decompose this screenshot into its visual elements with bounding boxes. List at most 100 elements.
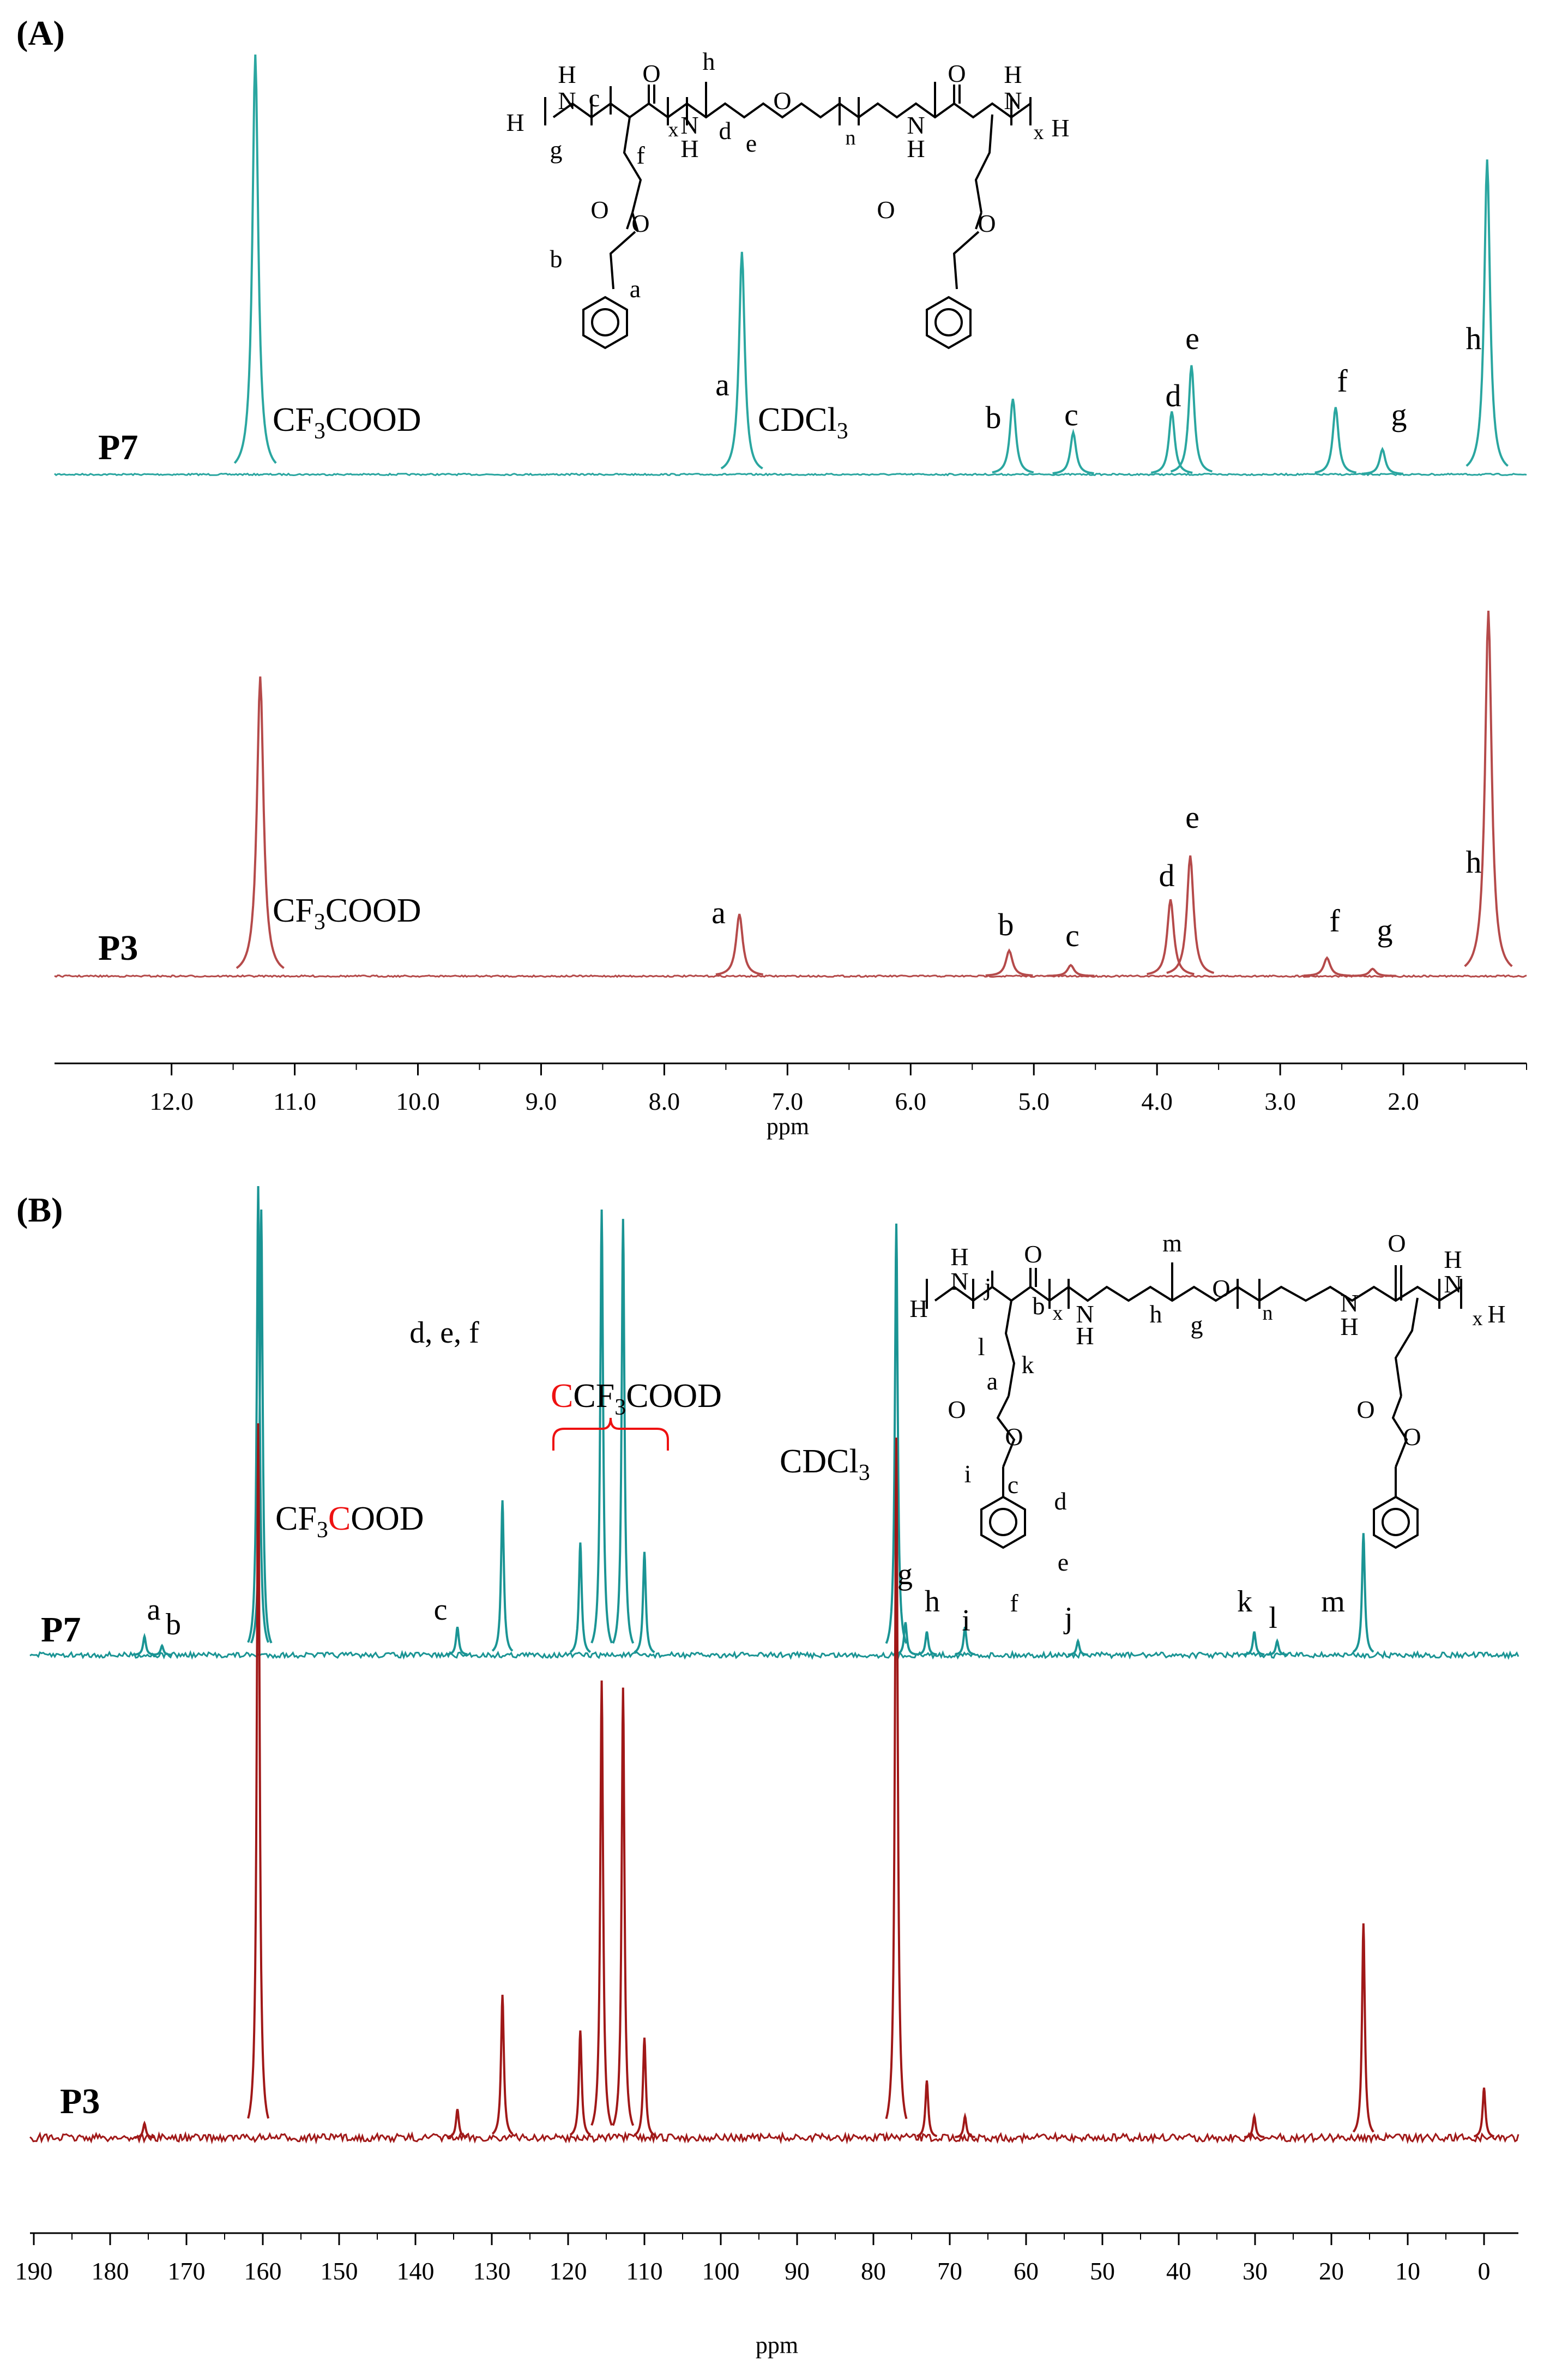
- atom-x-left: x: [668, 118, 679, 141]
- atom-o-ester-right: O: [978, 209, 996, 237]
- atom-h-amide-left-b: H: [1076, 1322, 1094, 1350]
- tick-label: 140: [397, 2257, 435, 2285]
- atom-x-left-b: x: [1053, 1302, 1063, 1325]
- atom-n-left: N: [558, 87, 576, 115]
- tick-label: 11.0: [273, 1087, 316, 1115]
- atom-n-right-b: N: [1444, 1270, 1462, 1298]
- atom-label-g: g: [550, 136, 563, 164]
- peak-p3-15_8: [1352, 1923, 1374, 2133]
- tick-label: 8.0: [649, 1087, 680, 1115]
- tick-label: 3.0: [1264, 1087, 1296, 1115]
- tick-label: 9.0: [526, 1087, 557, 1115]
- atom-label-c-struct: c: [1008, 1471, 1018, 1499]
- panel-a: (A) P7 P3 CF3COOD CDCl3 CF3COOD a b c d …: [16, 14, 1527, 1140]
- baseline-trace: [53, 472, 1527, 477]
- atom-label-i: i: [964, 1460, 972, 1488]
- atom-label-b: b: [550, 245, 563, 273]
- peak-label-a-p7: a: [715, 367, 729, 402]
- peak-label-a-p3: a: [711, 895, 726, 930]
- peak-p7-30_1: [1244, 1631, 1265, 1656]
- cdcl3-label-a: CDCl3: [758, 401, 848, 444]
- peak-p3-175_5: [134, 2120, 155, 2139]
- atom-h-right-b: H: [1487, 1300, 1505, 1328]
- peak-p3-134_5: [447, 2109, 468, 2138]
- peak-p3-2_62: [1303, 956, 1351, 977]
- atom-h-nh-left: H: [558, 61, 576, 88]
- x-axis-a-ticks: 12.0 11.0 10.0 9.0 8.0 7.0 6.0 5.0 4.0 3.0 2.0: [149, 1063, 1527, 1115]
- cf3cood-carbonyl-label: CF3COOD: [275, 1500, 424, 1543]
- panel-b-label: (B): [16, 1190, 63, 1229]
- peak-p7-173_2: [152, 1644, 172, 1656]
- tick-label: 60: [1014, 2257, 1039, 2285]
- atom-label-j: j: [984, 1273, 992, 1301]
- peak-p7-118_4: [569, 1542, 592, 1653]
- peak-label-d-p7: d: [1166, 378, 1181, 413]
- atom-label-h: h: [703, 47, 715, 75]
- atom-n-amide-left-b: N: [1076, 1300, 1094, 1328]
- peak-p7-112_8: [612, 1219, 635, 1644]
- atom-x-right-b: x: [1473, 1307, 1483, 1330]
- atom-n-right: N: [1004, 87, 1022, 115]
- spectrum-p7: [29, 1186, 1519, 1661]
- p7-spectrum-name-b: P7: [41, 1610, 81, 1650]
- peak-label-k-b: k: [1237, 1585, 1252, 1619]
- peak-label-m-b: m: [1321, 1585, 1345, 1619]
- tick-label: 150: [321, 2257, 358, 2285]
- p3-spectrum-name-a: P3: [98, 928, 138, 968]
- peak-p3-77: [885, 1437, 908, 2119]
- peak-p7-128_6: [491, 1500, 514, 1652]
- peak-label-g-p3: g: [1377, 912, 1393, 948]
- peak-p3-118_4: [569, 2030, 592, 2136]
- atom-label-l: l: [978, 1333, 985, 1361]
- peak-p7-160_6: [247, 1186, 269, 1643]
- atom-h-amide-right-b: H: [1340, 1313, 1358, 1340]
- chemical-structure-b: [926, 1262, 1462, 1549]
- peak-p3-30_1: [1244, 2112, 1265, 2138]
- panel-a-spectra: [53, 54, 1527, 978]
- chemical-structure-a: [544, 82, 1032, 350]
- peak-label-g-b: g: [897, 1557, 913, 1591]
- atom-h-nh-right: H: [1004, 61, 1022, 88]
- peak-p3-3_73: [1166, 855, 1215, 974]
- baseline-trace: [29, 1650, 1519, 1661]
- peak-p3-7_39: [715, 913, 763, 976]
- atom-o-carbonyl-left-b: O: [1024, 1240, 1042, 1268]
- peak-label-c-p3: c: [1065, 918, 1079, 953]
- panel-b: (B) P7 P3 CCF3COOD CF3COOD CDCl3 a b d, …: [15, 1186, 1519, 2359]
- tick-label: 4.0: [1141, 1087, 1173, 1115]
- atom-h-nh-left-b: H: [950, 1243, 968, 1271]
- atom-n-subscript-b: n: [1263, 1302, 1273, 1325]
- tick-label: 7.0: [772, 1087, 804, 1115]
- atom-h-amide-right: H: [907, 135, 925, 163]
- peak-p7-73: [916, 1631, 937, 1656]
- p7-spectrum-name-a: P7: [98, 428, 138, 467]
- tick-label: 40: [1166, 2257, 1191, 2285]
- atom-o-ester-left: O: [631, 209, 649, 237]
- atom-h-amide-left: H: [680, 135, 698, 163]
- atom-n-left-b: N: [950, 1267, 968, 1295]
- tick-label: 110: [626, 2257, 662, 2285]
- peak-p7-134_5: [447, 1626, 468, 1656]
- tick-label: 170: [168, 2257, 206, 2285]
- tick-label: 10.0: [396, 1087, 440, 1115]
- atom-label-e: e: [746, 129, 757, 157]
- peak-p7-53_2: [1068, 1638, 1088, 1656]
- tick-label: 70: [937, 2257, 962, 2285]
- tick-label: 0: [1478, 2257, 1491, 2285]
- cf3cood-label-p3: CF3COOD: [273, 892, 421, 935]
- peak-p3-68: [955, 2112, 975, 2138]
- peak-p7-11_32: [233, 54, 277, 464]
- spectrum-p3: [29, 1423, 1519, 2145]
- peak-label-j-b: j: [1063, 1601, 1073, 1635]
- atom-label-d-struct: d: [1054, 1487, 1067, 1515]
- peak-label-b-p3: b: [998, 907, 1014, 942]
- x-axis-b: 190 180 170 160 150 140 130 120 110 100 90 80 70 60 50…: [15, 2232, 1518, 2359]
- atom-label-b-struct: b: [1033, 1292, 1045, 1320]
- atom-o-ether-b: O: [1212, 1274, 1230, 1302]
- panel-b-spectra: [29, 1186, 1519, 2145]
- atom-o-carbonyl-right: O: [948, 59, 966, 87]
- atom-o-ester-dbl-left-b: O: [948, 1395, 966, 1423]
- atom-o-carbonyl-right-b: O: [1388, 1229, 1406, 1257]
- atom-label-f: f: [636, 141, 645, 169]
- peak-label-c-p7: c: [1064, 397, 1078, 432]
